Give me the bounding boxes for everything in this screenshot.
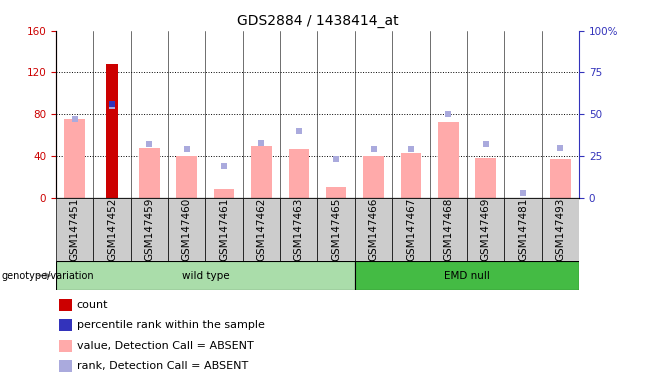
- Text: GSM147451: GSM147451: [70, 198, 80, 261]
- Bar: [355, 198, 392, 261]
- Bar: [59, 299, 72, 311]
- Text: GSM147481: GSM147481: [518, 198, 528, 261]
- Text: EMD null: EMD null: [444, 270, 490, 281]
- Bar: [550, 159, 570, 198]
- Bar: [243, 198, 280, 261]
- Bar: [504, 198, 542, 261]
- Text: percentile rank within the sample: percentile rank within the sample: [77, 320, 265, 330]
- Text: rank, Detection Call = ABSENT: rank, Detection Call = ABSENT: [77, 361, 248, 371]
- Bar: [438, 122, 459, 198]
- Bar: [280, 198, 317, 261]
- Text: GSM147462: GSM147462: [257, 198, 266, 261]
- Title: GDS2884 / 1438414_at: GDS2884 / 1438414_at: [237, 14, 398, 28]
- Text: GSM147466: GSM147466: [368, 198, 378, 261]
- Bar: [59, 360, 72, 372]
- Bar: [205, 198, 243, 261]
- Text: GSM147459: GSM147459: [144, 198, 155, 261]
- Bar: [355, 261, 579, 290]
- Bar: [214, 189, 234, 198]
- Text: count: count: [77, 300, 109, 310]
- Text: wild type: wild type: [182, 270, 229, 281]
- Bar: [475, 158, 496, 198]
- Text: GSM147463: GSM147463: [294, 198, 304, 261]
- Text: GSM147468: GSM147468: [443, 198, 453, 261]
- Bar: [93, 198, 131, 261]
- Bar: [317, 198, 355, 261]
- Text: GSM147493: GSM147493: [555, 198, 565, 261]
- Text: GSM147467: GSM147467: [406, 198, 416, 261]
- Bar: [139, 147, 160, 198]
- Text: GSM147465: GSM147465: [331, 198, 341, 261]
- Text: GSM147461: GSM147461: [219, 198, 229, 261]
- Bar: [59, 319, 72, 331]
- Text: GSM147469: GSM147469: [480, 198, 491, 261]
- Bar: [542, 198, 579, 261]
- Bar: [59, 340, 72, 352]
- Text: genotype/variation: genotype/variation: [2, 270, 95, 281]
- Bar: [392, 198, 430, 261]
- Text: GSM147460: GSM147460: [182, 198, 191, 261]
- Bar: [176, 156, 197, 198]
- Bar: [107, 64, 118, 198]
- Bar: [288, 149, 309, 198]
- Text: GSM147452: GSM147452: [107, 198, 117, 261]
- Bar: [363, 156, 384, 198]
- Bar: [56, 261, 355, 290]
- Bar: [430, 198, 467, 261]
- Bar: [251, 146, 272, 198]
- Bar: [64, 119, 85, 198]
- Text: value, Detection Call = ABSENT: value, Detection Call = ABSENT: [77, 341, 253, 351]
- Bar: [131, 198, 168, 261]
- Bar: [168, 198, 205, 261]
- Bar: [467, 198, 504, 261]
- Bar: [401, 153, 421, 198]
- Bar: [56, 198, 93, 261]
- Bar: [326, 187, 347, 198]
